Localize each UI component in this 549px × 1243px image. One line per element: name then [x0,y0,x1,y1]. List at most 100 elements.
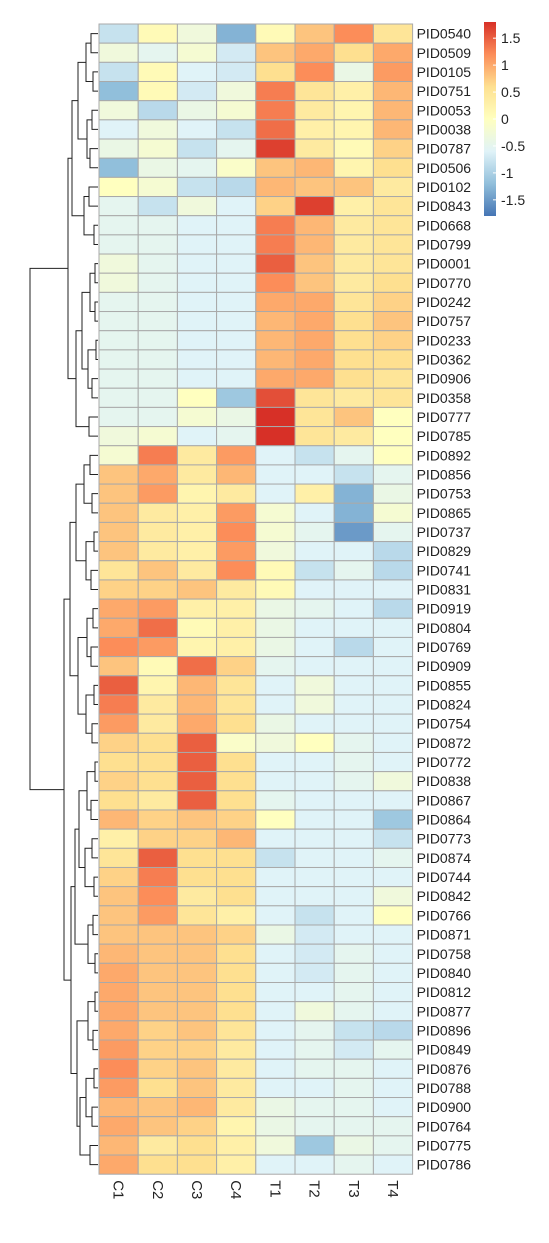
heatmap-cell-PID0775-T1 [255,1135,296,1156]
heatmap-cell-PID0840-T2 [294,962,335,984]
heatmap-cell-PID0668-T3 [333,215,374,236]
heatmap-cell-PID0744-C4 [216,866,257,888]
row-label-PID0812: PID0812 [417,984,472,1000]
heatmap-cell-PID0865-T4 [372,502,414,523]
heatmap-cell-PID0799-T2 [294,234,335,255]
dendrogram-branch [90,33,98,54]
heatmap-cell-PID0757-T2 [294,311,335,332]
heatmap-cell-PID0788-C3 [176,1077,218,1099]
row-label-PID0053: PID0053 [417,102,472,118]
heatmap-cell-PID0788-T4 [372,1077,414,1099]
colorbar-tick-label: 0 [501,111,509,127]
heatmap-cell-PID0758-C3 [176,943,218,964]
heatmap-cell-PID0102-C3 [176,176,218,198]
heatmap-cell-PID0053-C3 [176,100,218,121]
row-label-PID0906: PID0906 [417,371,472,387]
heatmap-cell-PID0842-C2 [137,886,178,907]
heatmap-cell-PID0772-T3 [333,751,374,773]
dendrogram-branch [84,847,94,888]
heatmap-cell-PID0770-C4 [216,272,257,293]
heatmap-cell-PID0849-C4 [216,1039,257,1060]
heatmap-cell-PID0362-C4 [216,349,257,370]
heatmap-cell-PID0824-T3 [333,694,374,715]
heatmap-cell-PID0900-T1 [255,1097,296,1118]
heatmap-cell-PID0838-T4 [372,771,414,792]
heatmap-cell-PID0105-C1 [98,61,139,83]
heatmap-cell-PID0758-T3 [333,943,374,964]
heatmap-cell-PID0849-C1 [98,1039,139,1060]
heatmap-cell-PID0769-T4 [372,636,414,658]
heatmap-cell-PID0233-C4 [216,330,257,351]
row-label-PID0668: PID0668 [417,217,472,233]
heatmap-cell-PID0786-T1 [255,1154,296,1175]
heatmap-cell-PID0105-T4 [372,61,414,83]
heatmap-cell-PID0053-T2 [294,100,335,121]
heatmap-cell-PID0777-C4 [216,406,257,428]
row-label-PID0865: PID0865 [417,505,472,521]
heatmap-cell-PID0737-T1 [255,521,296,543]
heatmap-cell-PID0737-T2 [294,521,335,543]
heatmap-cell-PID0838-C4 [216,771,257,792]
heatmap-cell-PID0831-T2 [294,579,335,600]
dendrogram-branch [91,1106,98,1127]
heatmap-cell-PID0812-C4 [216,982,257,1003]
row-label-PID0751: PID0751 [417,83,472,99]
heatmap-cell-PID0831-C2 [137,579,178,600]
heatmap-cell-PID0872-T1 [255,732,296,753]
heatmap-cell-PID0831-T4 [372,579,414,600]
heatmap-cell-PID0865-T3 [333,502,374,523]
heatmap-cell-PID0757-T1 [255,311,296,332]
heatmap-cell-PID0775-C1 [98,1135,139,1156]
heatmap-cell-PID0896-C1 [98,1020,139,1041]
heatmap-cell-PID0906-C1 [98,368,139,389]
heatmap-cell-PID0871-C1 [98,924,139,945]
dendrogram-branch [93,531,98,552]
heatmap-cell-PID0838-T3 [333,771,374,792]
row-label-PID0876: PID0876 [417,1061,472,1077]
heatmap-cell-PID0786-T2 [294,1154,335,1175]
heatmap-cell-PID0770-T1 [255,272,296,293]
heatmap-cell-PID0038-T2 [294,119,335,140]
heatmap-cell-PID0877-C3 [176,1001,218,1022]
heatmap-cell-PID0001-T1 [255,253,296,274]
heatmap-cell-PID0038-T3 [333,119,374,140]
column-label-T2: T2 [306,1180,323,1198]
row-labels: PID0540 PID0509 PID0105 PID0751 PID0053 PID00… [417,26,472,1173]
heatmap-cell-PID0843-C3 [176,196,218,217]
dendrogram-branch [76,1020,88,1127]
heatmap-cell-PID0856-C4 [216,464,257,485]
heatmap-cell-PID0855-T2 [294,675,335,696]
heatmap-cell-PID0105-T3 [333,61,374,83]
column-labels: C1 C2 C3 C4 T1 T2 T3 T4 [110,1180,401,1199]
heatmap-cell-PID0865-C1 [98,502,139,523]
heatmap-cell-PID0362-T1 [255,349,296,370]
heatmap-cell-PID0751-T1 [255,81,296,102]
row-label-PID0105: PID0105 [417,64,472,80]
row-label-PID0855: PID0855 [417,677,472,693]
heatmap-cell-PID0242-C4 [216,291,257,313]
heatmap-cell-PID0769-C4 [216,636,257,658]
heatmap-cell-PID0838-C2 [137,771,178,792]
row-label-PID0001: PID0001 [417,256,472,272]
heatmap-cell-PID0804-C3 [176,617,218,638]
row-label-PID0867: PID0867 [417,792,472,808]
heatmap-cell-PID0788-T3 [333,1077,374,1099]
heatmap-cell-PID0874-T4 [372,847,414,868]
heatmap-cell-PID0758-T4 [372,943,414,964]
heatmap-cell-PID0842-C1 [98,886,139,907]
colorbar-tick-label: 1 [501,57,509,73]
row-label-PID0362: PID0362 [417,351,472,367]
heatmap-cell-PID0892-T2 [294,445,335,466]
heatmap-cell-PID0775-T4 [372,1135,414,1156]
dendrogram-branch [92,914,98,936]
dendrogram-branch [70,886,77,1075]
heatmap-cell-PID0775-T2 [294,1135,335,1156]
heatmap-cell-PID0788-T2 [294,1077,335,1099]
heatmap-cell-PID0668-C4 [216,215,257,236]
heatmap-cell-PID0764-C4 [216,1116,257,1137]
row-label-PID0540: PID0540 [417,26,472,42]
heatmap-cell-PID0855-C1 [98,675,139,696]
heatmap-cell-PID0840-C3 [176,962,218,984]
heatmap-cell-PID0509-T4 [372,42,414,63]
column-label-C4: C4 [227,1180,244,1199]
